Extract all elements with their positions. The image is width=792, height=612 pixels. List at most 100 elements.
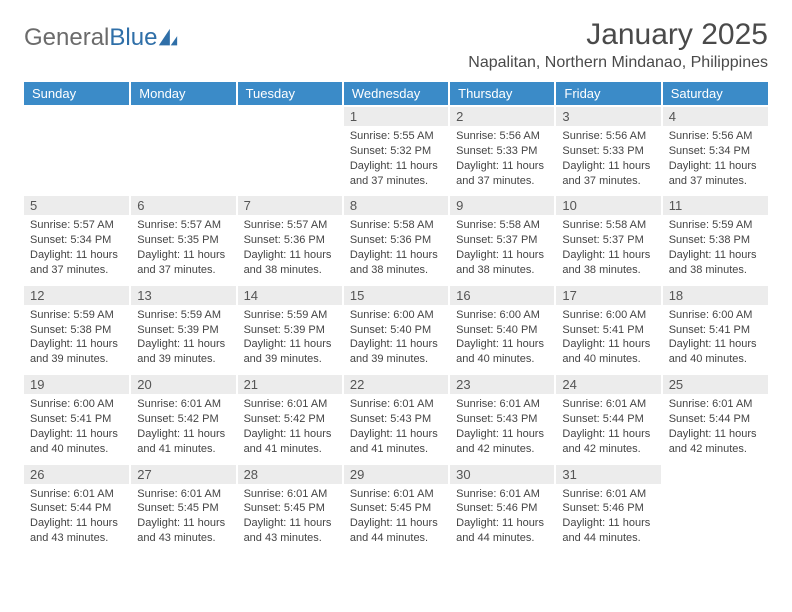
- day-number: 17: [556, 286, 660, 305]
- calendar-cell: 30Sunrise: 6:01 AMSunset: 5:46 PMDayligh…: [449, 463, 555, 552]
- day-number: 20: [131, 375, 235, 394]
- calendar-cell: 17 Sunrise: 6:00 AMSunset: 5:41 PMDayligh…: [555, 284, 661, 373]
- day-number: 5: [24, 196, 129, 215]
- day-details: Sunrise: 5:59 AMSunset: 5:38 PMDaylight:…: [669, 218, 762, 277]
- calendar-cell: .: [24, 105, 130, 194]
- day-details: Sunrise: 6:00 AMSunset: 5:40 PMDaylight:…: [350, 308, 442, 367]
- day-number: 29: [344, 465, 448, 484]
- day-details: Sunrise: 5:59 AMSunset: 5:38 PMDaylight:…: [30, 308, 123, 367]
- calendar-cell: 28Sunrise: 6:01 AMSunset: 5:45 PMDayligh…: [237, 463, 343, 552]
- calendar-cell: .: [130, 105, 236, 194]
- day-details: Sunrise: 5:58 AMSunset: 5:36 PMDaylight:…: [350, 218, 442, 277]
- day-number: 8: [344, 196, 448, 215]
- day-details: Sunrise: 5:58 AMSunset: 5:37 PMDaylight:…: [562, 218, 654, 277]
- calendar-cell: 15 Sunrise: 6:00 AMSunset: 5:40 PMDayligh…: [343, 284, 449, 373]
- page-title: January 2025: [468, 18, 768, 52]
- calendar-cell: 24 Sunrise: 6:01 AMSunset: 5:44 PMDayligh…: [555, 373, 661, 462]
- day-number: 28: [238, 465, 342, 484]
- day-number: 14: [238, 286, 342, 305]
- day-header: Saturday: [662, 82, 768, 105]
- calendar-cell: 7 Sunrise: 5:57 AMSunset: 5:36 PMDaylight…: [237, 194, 343, 283]
- day-number: 2: [450, 107, 554, 126]
- day-number: 18: [663, 286, 768, 305]
- day-number: 31: [556, 465, 660, 484]
- day-details: Sunrise: 5:55 AMSunset: 5:32 PMDaylight:…: [350, 129, 442, 188]
- calendar-row: 19 Sunrise: 6:00 AMSunset: 5:41 PMDayligh…: [24, 373, 768, 462]
- logo-text: GeneralBlue: [24, 24, 157, 52]
- day-details: Sunrise: 6:01 AMSunset: 5:43 PMDaylight:…: [350, 397, 442, 456]
- calendar-cell: 16 Sunrise: 6:00 AMSunset: 5:40 PMDayligh…: [449, 284, 555, 373]
- calendar-table: SundayMondayTuesdayWednesdayThursdayFrid…: [24, 82, 768, 552]
- calendar-cell: .: [662, 463, 768, 552]
- day-number: 19: [24, 375, 129, 394]
- day-details: Sunrise: 6:01 AMSunset: 5:46 PMDaylight:…: [456, 487, 548, 546]
- calendar-cell: 27Sunrise: 6:01 AMSunset: 5:45 PMDayligh…: [130, 463, 236, 552]
- day-details: Sunrise: 5:56 AMSunset: 5:33 PMDaylight:…: [456, 129, 548, 188]
- day-number: 22: [344, 375, 448, 394]
- calendar-cell: 3 Sunrise: 5:56 AMSunset: 5:33 PMDaylight…: [555, 105, 661, 194]
- calendar-cell: 8 Sunrise: 5:58 AMSunset: 5:36 PMDaylight…: [343, 194, 449, 283]
- day-details: Sunrise: 5:56 AMSunset: 5:34 PMDaylight:…: [669, 129, 762, 188]
- day-number: 16: [450, 286, 554, 305]
- page-header: GeneralBlue January 2025 Napalitan, Nort…: [24, 18, 768, 72]
- day-number: 7: [238, 196, 342, 215]
- day-details: Sunrise: 6:01 AMSunset: 5:46 PMDaylight:…: [562, 487, 654, 546]
- day-details: Sunrise: 5:57 AMSunset: 5:34 PMDaylight:…: [30, 218, 123, 277]
- day-number: 23: [450, 375, 554, 394]
- calendar-row: ...1Sunrise: 5:55 AMSunset: 5:32 PMDayli…: [24, 105, 768, 194]
- day-number: 3: [556, 107, 660, 126]
- logo-sail-icon: [157, 27, 179, 49]
- day-details: Sunrise: 6:00 AMSunset: 5:41 PMDaylight:…: [562, 308, 654, 367]
- day-details: Sunrise: 6:00 AMSunset: 5:40 PMDaylight:…: [456, 308, 548, 367]
- calendar-cell: 22 Sunrise: 6:01 AMSunset: 5:43 PMDayligh…: [343, 373, 449, 462]
- day-header: Sunday: [24, 82, 130, 105]
- day-number: 13: [131, 286, 235, 305]
- day-details: Sunrise: 6:01 AMSunset: 5:43 PMDaylight:…: [456, 397, 548, 456]
- day-details: Sunrise: 6:01 AMSunset: 5:44 PMDaylight:…: [562, 397, 654, 456]
- day-number: 10: [556, 196, 660, 215]
- logo-text-blue: Blue: [109, 24, 157, 51]
- day-number: 26: [24, 465, 129, 484]
- day-details: Sunrise: 5:56 AMSunset: 5:33 PMDaylight:…: [562, 129, 654, 188]
- day-details: Sunrise: 5:59 AMSunset: 5:39 PMDaylight:…: [244, 308, 336, 367]
- day-details: Sunrise: 6:00 AMSunset: 5:41 PMDaylight:…: [669, 308, 762, 367]
- day-number: 24: [556, 375, 660, 394]
- title-block: January 2025 Napalitan, Northern Mindana…: [468, 18, 768, 72]
- calendar-cell: 21Sunrise: 6:01 AMSunset: 5:42 PMDayligh…: [237, 373, 343, 462]
- calendar-cell: 20Sunrise: 6:01 AMSunset: 5:42 PMDayligh…: [130, 373, 236, 462]
- calendar-cell: 6Sunrise: 5:57 AMSunset: 5:35 PMDaylight…: [130, 194, 236, 283]
- logo: GeneralBlue: [24, 24, 179, 52]
- calendar-cell: 12Sunrise: 5:59 AMSunset: 5:38 PMDayligh…: [24, 284, 130, 373]
- day-details: Sunrise: 5:57 AMSunset: 5:36 PMDaylight:…: [244, 218, 336, 277]
- calendar-cell: 11Sunrise: 5:59 AMSunset: 5:38 PMDayligh…: [662, 194, 768, 283]
- day-details: Sunrise: 6:01 AMSunset: 5:44 PMDaylight:…: [669, 397, 762, 456]
- day-header: Tuesday: [237, 82, 343, 105]
- calendar-cell: 25Sunrise: 6:01 AMSunset: 5:44 PMDayligh…: [662, 373, 768, 462]
- day-header: Monday: [130, 82, 236, 105]
- day-header: Thursday: [449, 82, 555, 105]
- day-number: 1: [344, 107, 448, 126]
- calendar-cell: 18 Sunrise: 6:00 AMSunset: 5:41 PMDayligh…: [662, 284, 768, 373]
- day-header: Friday: [555, 82, 661, 105]
- calendar-cell: 4 Sunrise: 5:56 AMSunset: 5:34 PMDaylight…: [662, 105, 768, 194]
- day-details: Sunrise: 6:01 AMSunset: 5:44 PMDaylight:…: [30, 487, 123, 546]
- calendar-row: 5 Sunrise: 5:57 AMSunset: 5:34 PMDaylight…: [24, 194, 768, 283]
- calendar-body: ...1Sunrise: 5:55 AMSunset: 5:32 PMDayli…: [24, 105, 768, 552]
- day-number: 9: [450, 196, 554, 215]
- location: Napalitan, Northern Mindanao, Philippine…: [468, 54, 768, 72]
- calendar-row: 26 Sunrise: 6:01 AMSunset: 5:44 PMDayligh…: [24, 463, 768, 552]
- day-of-week-row: SundayMondayTuesdayWednesdayThursdayFrid…: [24, 82, 768, 105]
- calendar-cell: 1 Sunrise: 5:55 AMSunset: 5:32 PMDaylight…: [343, 105, 449, 194]
- calendar-cell: 9Sunrise: 5:58 AMSunset: 5:37 PMDaylight…: [449, 194, 555, 283]
- calendar-cell: 13Sunrise: 5:59 AMSunset: 5:39 PMDayligh…: [130, 284, 236, 373]
- day-details: Sunrise: 5:57 AMSunset: 5:35 PMDaylight:…: [137, 218, 229, 277]
- calendar-cell: 26 Sunrise: 6:01 AMSunset: 5:44 PMDayligh…: [24, 463, 130, 552]
- day-header: Wednesday: [343, 82, 449, 105]
- logo-text-gray: General: [24, 24, 109, 51]
- day-details: Sunrise: 6:00 AMSunset: 5:41 PMDaylight:…: [30, 397, 123, 456]
- day-number: 4: [663, 107, 768, 126]
- day-number: 15: [344, 286, 448, 305]
- day-details: Sunrise: 6:01 AMSunset: 5:45 PMDaylight:…: [350, 487, 442, 546]
- day-number: 27: [131, 465, 235, 484]
- calendar-cell: .: [237, 105, 343, 194]
